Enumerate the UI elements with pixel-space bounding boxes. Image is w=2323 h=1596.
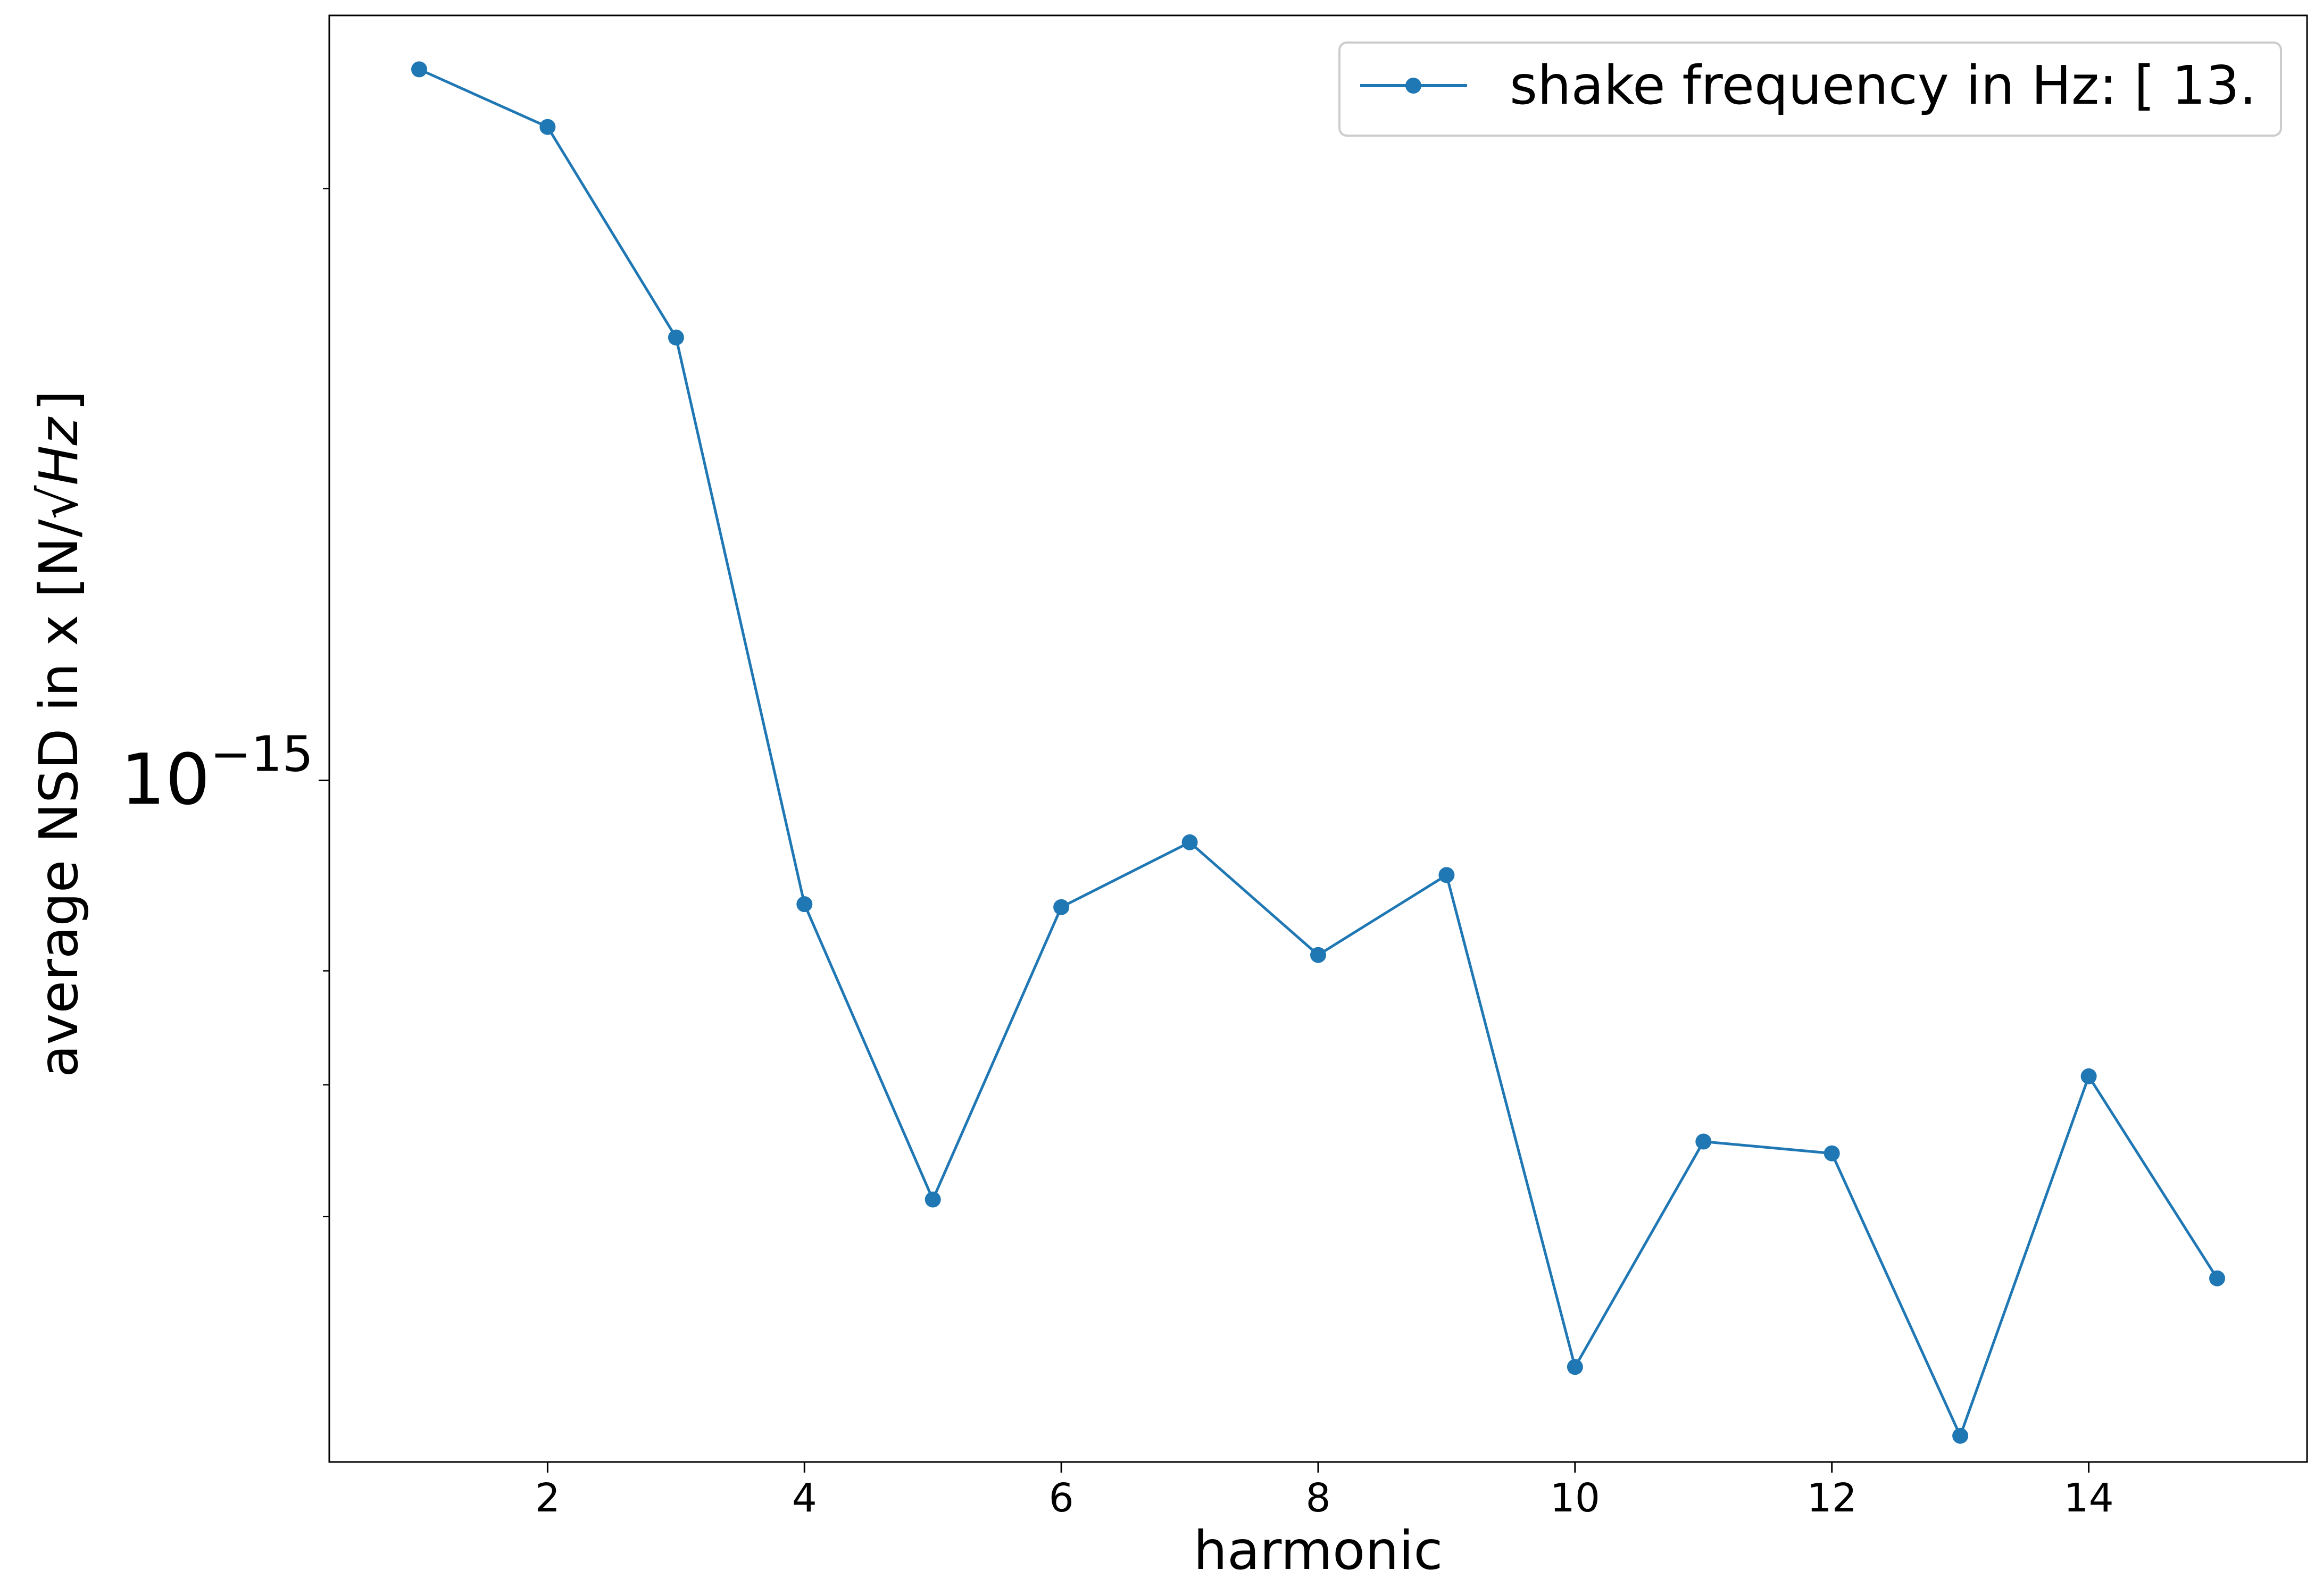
- x-tick-label: 6: [1049, 1475, 1074, 1521]
- data-point: [539, 119, 556, 135]
- data-point: [1695, 1133, 1712, 1150]
- x-axis-label: harmonic: [1194, 1519, 1443, 1582]
- data-point: [1567, 1359, 1583, 1375]
- data-point: [1438, 867, 1455, 883]
- x-tick-label: 2: [535, 1475, 560, 1521]
- y-major-tick-exponent: −15: [210, 725, 313, 782]
- data-point: [1181, 834, 1198, 850]
- x-tick-label: 10: [1550, 1475, 1600, 1521]
- plot-layer: [411, 61, 2225, 1444]
- legend-box: [1338, 41, 2282, 137]
- data-point: [1952, 1427, 1969, 1444]
- x-tick-label: 14: [2063, 1475, 2113, 1521]
- x-tick-label: 4: [792, 1475, 817, 1521]
- y-axis-label-text: average NSD in x [N/√Hz]: [28, 390, 90, 1077]
- legend-entry-label: shake frequency in Hz: [ 13.: [1510, 54, 2257, 116]
- y-axis-ticks: 10−15: [121, 188, 329, 1217]
- y-major-tick-label: 10−15: [121, 725, 313, 821]
- data-point: [1310, 947, 1326, 963]
- legend: shake frequency in Hz: [ 13.: [1338, 41, 2282, 137]
- y-axis-label-main: average NSD in x [N/: [28, 519, 90, 1077]
- data-point: [925, 1191, 941, 1208]
- x-tick-label: 12: [1807, 1475, 1857, 1521]
- y-axis-label-close: ]: [28, 390, 90, 411]
- x-axis-ticks: 2 4 6 8 10 12 14: [535, 1462, 2114, 1521]
- data-point: [1824, 1145, 1840, 1162]
- data-point: [1053, 899, 1070, 915]
- y-axis-label: average NSD in x [N/√Hz]: [28, 390, 90, 1077]
- y-axis-label-radicand: Hz: [28, 416, 90, 485]
- data-point: [796, 896, 813, 913]
- data-point: [668, 329, 684, 346]
- sqrt-symbol: √: [28, 485, 90, 519]
- x-tick-label: 8: [1305, 1475, 1330, 1521]
- data-point: [2209, 1270, 2225, 1286]
- legend-marker-swatch: [1405, 78, 1421, 94]
- y-major-tick-base: 10: [121, 739, 210, 821]
- data-point: [411, 61, 427, 78]
- data-point: [2080, 1068, 2097, 1084]
